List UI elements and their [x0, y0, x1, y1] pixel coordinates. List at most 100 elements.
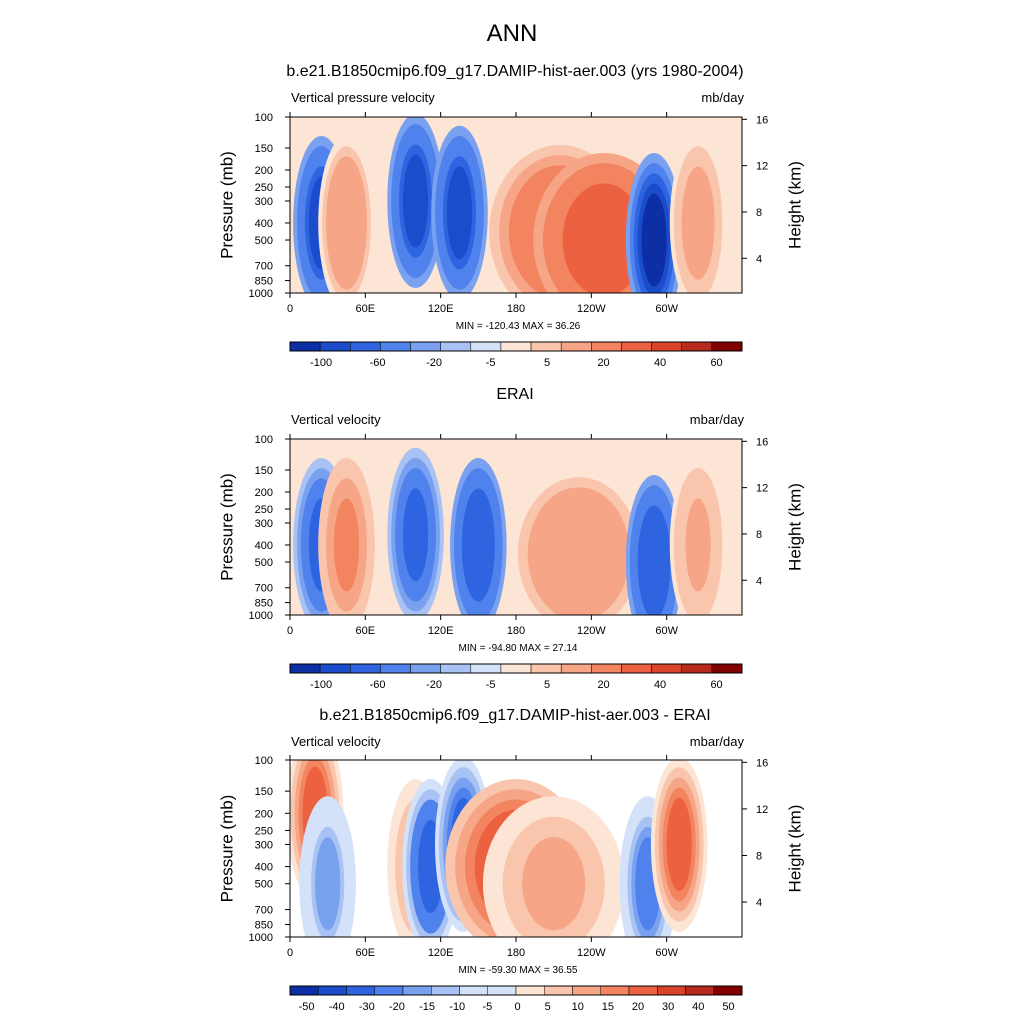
colorbar-tick-label: 10: [572, 1001, 584, 1013]
y-tick-label: 1000: [249, 610, 273, 622]
y-tick-label: 250: [255, 504, 273, 516]
y-tick-label: 100: [255, 755, 273, 767]
colorbar-bin: [713, 985, 743, 996]
colorbar-tick-label: 0: [514, 1001, 520, 1013]
panel-1-units: mb/day: [701, 90, 744, 105]
colorbar-bin: [346, 985, 375, 996]
x-tick-label: 60W: [655, 947, 678, 959]
colorbar-frame: [289, 985, 743, 996]
colorbar-tick-label: -30: [359, 1001, 375, 1013]
colorbar-tick-label: -40: [329, 1001, 345, 1013]
colorbar-bin: [628, 985, 658, 996]
field-feature-7-level-4: [685, 176, 711, 270]
y-tick-label: 700: [255, 261, 273, 273]
y2-tick-label: 16: [756, 757, 768, 769]
colorbar-tick-label: -5: [486, 357, 496, 369]
colorbar-bin: [431, 985, 460, 996]
y-tick-label: 100: [255, 434, 273, 446]
y-tick-label: 150: [255, 143, 273, 155]
x-tick-label: 120W: [577, 625, 606, 637]
y-axis-label: Pressure (mb): [217, 795, 236, 903]
panel-1-minmax: MIN = -120.43 MAX = 36.26: [455, 321, 581, 332]
x-tick-label: 120E: [428, 947, 454, 959]
y2-tick-label: 4: [756, 897, 762, 909]
y2-tick-label: 8: [756, 529, 762, 541]
colorbar-tick-label: -100: [310, 679, 332, 691]
colorbar-bin: [374, 985, 404, 996]
x-tick-label: 180: [507, 625, 525, 637]
y-tick-label: 400: [255, 218, 273, 230]
panel-3-units: mbar/day: [689, 734, 744, 749]
colorbar-tick-label: -20: [426, 679, 442, 691]
y2-axis-label: Height (km): [785, 161, 804, 249]
x-tick-label: 0: [287, 947, 293, 959]
colorbar-bin: [600, 985, 630, 996]
colorbar-tick-label: -15: [419, 1001, 435, 1013]
colorbar-tick-label: 5: [544, 357, 550, 369]
colorbar-tick-label: 5: [544, 679, 550, 691]
colorbar-tick-label: 5: [545, 1001, 551, 1013]
y2-tick-label: 4: [756, 253, 762, 265]
colorbar-tick-label: 40: [654, 357, 666, 369]
x-tick-label: 0: [287, 303, 293, 315]
y2-axis-label: Height (km): [785, 805, 804, 893]
colorbar-bin: [459, 985, 488, 996]
y-tick-label: 300: [255, 518, 273, 530]
colorbar-frame: [289, 341, 743, 352]
field-feature-6-level-4: [685, 498, 711, 592]
x-tick-label: 120W: [577, 947, 606, 959]
field-feature-5-level-4: [641, 515, 667, 609]
field-feature-5-level-4: [572, 193, 636, 287]
colorbar-tick-label: -5: [486, 679, 496, 691]
field-group: [290, 760, 708, 937]
y-tick-label: 850: [255, 276, 273, 288]
y-tick-label: 400: [255, 540, 273, 552]
y2-tick-label: 4: [756, 575, 762, 587]
y2-tick-label: 8: [756, 850, 762, 862]
x-tick-label: 120E: [428, 303, 454, 315]
y-tick-label: 850: [255, 598, 273, 610]
colorbar-tick-label: 20: [597, 357, 609, 369]
y-tick-label: 100: [255, 112, 273, 124]
y-tick-label: 250: [255, 182, 273, 194]
main-title: ANN: [486, 20, 538, 47]
colorbar-tick-label: -60: [370, 357, 386, 369]
field-feature-4-level-4: [547, 507, 611, 601]
y-axis-label: Pressure (mb): [217, 473, 236, 581]
field-feature-3-level-4: [446, 166, 473, 260]
colorbar-tick-label: 20: [597, 679, 609, 691]
y-tick-label: 300: [255, 839, 273, 851]
x-tick-label: 60W: [655, 303, 678, 315]
colorbar-bin: [289, 985, 319, 996]
panel-2-units: mbar/day: [689, 412, 744, 427]
colorbar-tick-label: -20: [426, 357, 442, 369]
colorbar-bin: [544, 985, 573, 996]
y-axis-label: Pressure (mb): [217, 151, 236, 259]
panel-3-title: b.e21.B1850cmip6.f09_g17.DAMIP-hist-aer.…: [319, 707, 711, 724]
y2-tick-label: 8: [756, 207, 762, 219]
y2-tick-label: 16: [756, 114, 768, 126]
field-feature-1-level-4: [333, 176, 360, 270]
y-tick-label: 400: [255, 862, 273, 874]
field-feature-2-level-4: [402, 154, 429, 248]
colorbar-bin: [318, 985, 347, 996]
y2-tick-label: 16: [756, 436, 768, 448]
colorbar-tick-label: 40: [692, 1001, 704, 1013]
colorbar-tick-label: 50: [722, 1001, 734, 1013]
field-group: [293, 447, 727, 615]
x-tick-label: 120E: [428, 625, 454, 637]
field-feature-2-level-4: [402, 488, 429, 582]
y2-tick-label: 12: [756, 161, 768, 173]
x-tick-label: 120W: [577, 303, 606, 315]
y2-tick-label: 12: [756, 483, 768, 495]
x-tick-label: 60W: [655, 625, 678, 637]
colorbar-tick-label: 20: [632, 1001, 644, 1013]
y2-tick-label: 12: [756, 804, 768, 816]
panel-3-minmax: MIN = -59.30 MAX = 36.55: [458, 965, 578, 976]
y-tick-label: 1000: [249, 932, 273, 944]
field-feature-6-level-4: [522, 836, 586, 931]
y-tick-label: 1000: [249, 288, 273, 300]
x-tick-label: 60E: [356, 947, 376, 959]
